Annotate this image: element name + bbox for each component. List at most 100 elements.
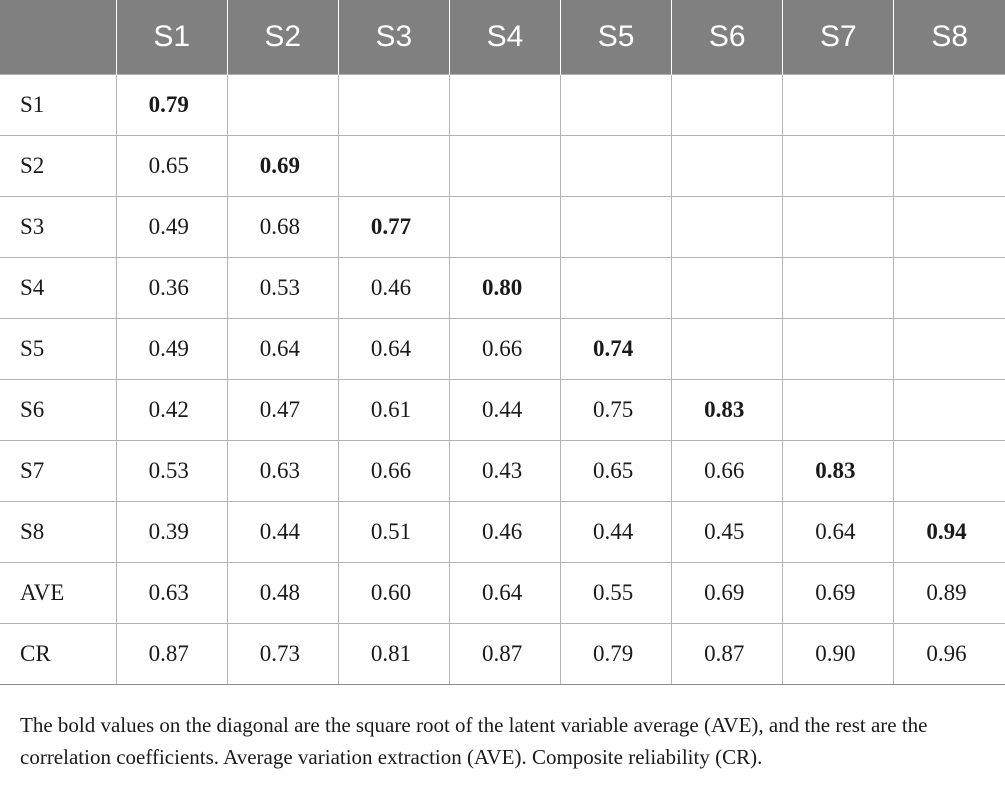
table-cell: 0.65 — [115, 135, 228, 197]
row-label: S4 — [0, 257, 117, 319]
table-cell: 0.60 — [337, 562, 450, 624]
table-cell — [782, 196, 894, 258]
table-cell: 0.45 — [671, 501, 783, 563]
table-cell — [226, 74, 339, 136]
table-cell: 0.64 — [337, 318, 450, 380]
header-cell-corner — [0, 0, 117, 75]
table-cell: 0.65 — [560, 440, 672, 502]
table-cell — [782, 318, 894, 380]
table-cell — [671, 196, 783, 258]
table-cell: 0.83 — [782, 440, 894, 502]
table-row: S7 0.53 0.63 0.66 0.43 0.65 0.66 0.83 — [0, 440, 1005, 502]
table-cell — [893, 135, 1005, 197]
table-cell — [671, 74, 783, 136]
table-cell: 0.68 — [226, 196, 339, 258]
table-cell — [448, 196, 561, 258]
table-row: S2 0.65 0.69 — [0, 135, 1005, 197]
table-cell — [893, 379, 1005, 441]
table-cell — [782, 379, 894, 441]
table-cell — [560, 196, 672, 258]
table-cell — [893, 196, 1005, 258]
table-cell: 0.69 — [782, 562, 894, 624]
table-cell: 0.63 — [226, 440, 339, 502]
table-cell: 0.61 — [337, 379, 450, 441]
table-cell: 0.66 — [448, 318, 561, 380]
table-cell — [671, 318, 783, 380]
table-cell: 0.44 — [448, 379, 561, 441]
table-cell: 0.64 — [226, 318, 339, 380]
table-row: S1 0.79 — [0, 74, 1005, 136]
header-row: S1 S2 S3 S4 S5 S6 S7 S8 — [0, 0, 1005, 75]
table-cell: 0.79 — [115, 74, 228, 136]
table-cell: 0.64 — [448, 562, 561, 624]
table-cell: 0.83 — [671, 379, 783, 441]
table-cell: 0.44 — [560, 501, 672, 563]
table-cell — [448, 74, 561, 136]
table-row: S5 0.49 0.64 0.64 0.66 0.74 — [0, 318, 1005, 380]
table-footnote: The bold values on the diagonal are the … — [20, 713, 928, 769]
table-cell — [782, 257, 894, 319]
table-cell: 0.63 — [115, 562, 228, 624]
header-cell-s8: S8 — [893, 0, 1005, 75]
header-cell-s2: S2 — [226, 0, 339, 75]
table-cell: 0.55 — [560, 562, 672, 624]
table-cell: 0.69 — [671, 562, 783, 624]
table-cell — [893, 440, 1005, 502]
header-cell-s5: S5 — [560, 0, 672, 75]
table-cell: 0.39 — [115, 501, 228, 563]
table-cell — [671, 257, 783, 319]
table-cell: 0.43 — [448, 440, 561, 502]
table-cell: 0.53 — [115, 440, 228, 502]
table-cell: 0.36 — [115, 257, 228, 319]
table-cell: 0.96 — [893, 623, 1005, 685]
table-cell — [337, 135, 450, 197]
row-label: CR — [0, 623, 117, 685]
table-cell — [337, 74, 450, 136]
table-cell: 0.94 — [893, 501, 1005, 563]
table-row: S8 0.39 0.44 0.51 0.46 0.44 0.45 0.64 0.94 — [0, 501, 1005, 563]
table-cell: 0.44 — [226, 501, 339, 563]
table-cell: 0.81 — [337, 623, 450, 685]
table-cell — [893, 257, 1005, 319]
table-cell — [560, 135, 672, 197]
row-label: S6 — [0, 379, 117, 441]
header-cell-s7: S7 — [782, 0, 894, 75]
table-cell: 0.87 — [448, 623, 561, 685]
table-cell — [671, 135, 783, 197]
row-label: AVE — [0, 562, 117, 624]
table-cell — [782, 74, 894, 136]
row-label: S3 — [0, 196, 117, 258]
table-cell — [893, 74, 1005, 136]
table-cell: 0.47 — [226, 379, 339, 441]
table-row: AVE 0.63 0.48 0.60 0.64 0.55 0.69 0.69 0.89 — [0, 562, 1005, 624]
table-cell: 0.87 — [671, 623, 783, 685]
table-cell: 0.42 — [115, 379, 228, 441]
header-cell-s4: S4 — [448, 0, 561, 75]
table-cell: 0.49 — [115, 196, 228, 258]
table-cell — [560, 74, 672, 136]
table-cell: 0.90 — [782, 623, 894, 685]
table-cell — [448, 135, 561, 197]
correlation-table: S1 S2 S3 S4 S5 S6 S7 S8 S1 0.79 S2 0.65 0.69… — [0, 0, 1005, 685]
table-cell: 0.49 — [115, 318, 228, 380]
table-cell: 0.66 — [671, 440, 783, 502]
row-label: S7 — [0, 440, 117, 502]
table-row: S4 0.36 0.53 0.46 0.80 — [0, 257, 1005, 319]
table-cell: 0.89 — [893, 562, 1005, 624]
table-row: S6 0.42 0.47 0.61 0.44 0.75 0.83 — [0, 379, 1005, 441]
table-cell: 0.64 — [782, 501, 894, 563]
table-row: S3 0.49 0.68 0.77 — [0, 196, 1005, 258]
table-cell: 0.46 — [448, 501, 561, 563]
table-cell: 0.69 — [226, 135, 339, 197]
table-cell — [560, 257, 672, 319]
table-cell: 0.73 — [226, 623, 339, 685]
table-cell: 0.75 — [560, 379, 672, 441]
row-label: S1 — [0, 74, 117, 136]
table-cell: 0.53 — [226, 257, 339, 319]
table-cell: 0.74 — [560, 318, 672, 380]
header-cell-s6: S6 — [671, 0, 783, 75]
table-row: CR 0.87 0.73 0.81 0.87 0.79 0.87 0.90 0.96 — [0, 623, 1005, 685]
header-cell-s3: S3 — [337, 0, 450, 75]
table-cell: 0.79 — [560, 623, 672, 685]
table-cell: 0.48 — [226, 562, 339, 624]
